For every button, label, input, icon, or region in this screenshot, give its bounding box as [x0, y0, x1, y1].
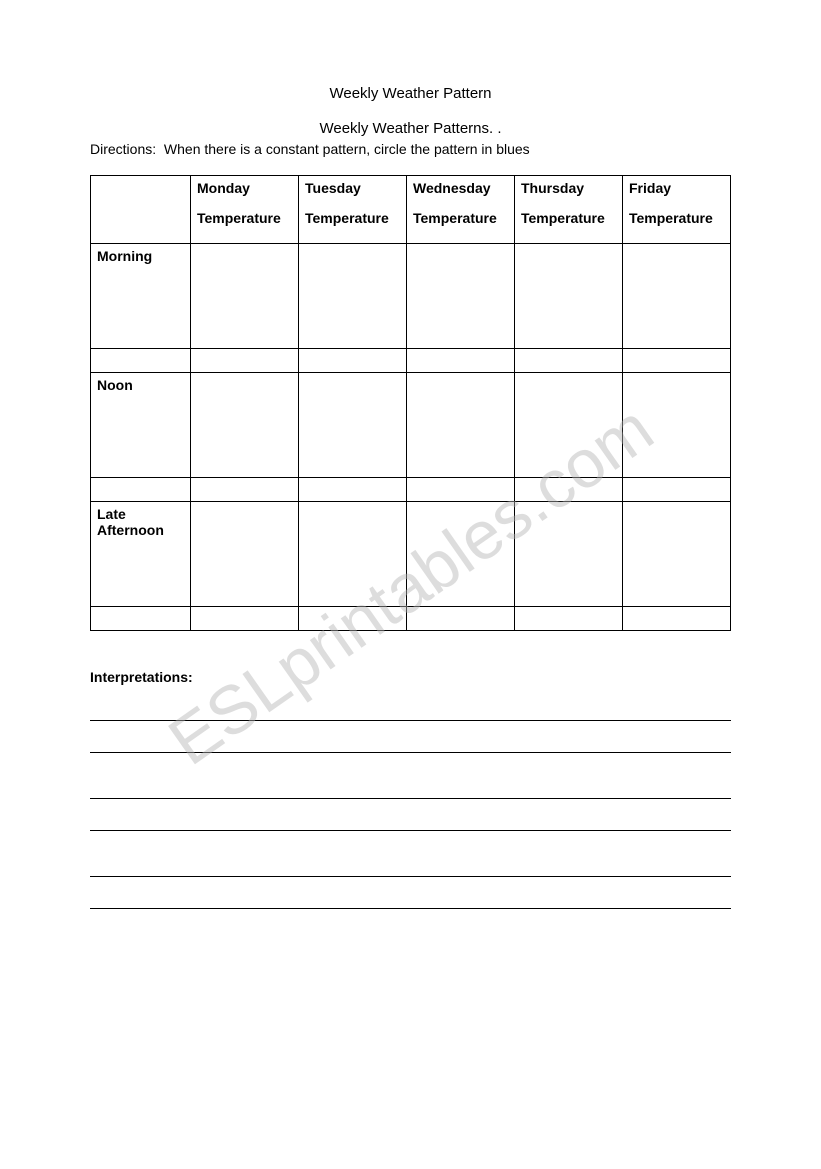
table-cell — [515, 244, 623, 349]
write-line — [90, 845, 731, 877]
temp-label: Temperature — [413, 210, 508, 226]
interpretations-section: Interpretations: — [90, 669, 731, 909]
table-cell — [191, 478, 299, 502]
table-cell — [407, 349, 515, 373]
table-cell — [299, 244, 407, 349]
table-cell — [191, 373, 299, 478]
time-label: Morning — [97, 248, 152, 264]
temp-label: Temperature — [521, 210, 616, 226]
write-line — [90, 689, 731, 721]
write-line — [90, 877, 731, 909]
table-cell — [191, 502, 299, 607]
table-cell — [623, 349, 731, 373]
temp-label: Temperature — [197, 210, 292, 226]
table-cell — [407, 502, 515, 607]
table-header-wednesday: Wednesday Temperature — [407, 176, 515, 244]
day-label: Tuesday — [305, 180, 400, 196]
table-header-monday: Monday Temperature — [191, 176, 299, 244]
table-cell — [515, 373, 623, 478]
day-label: Wednesday — [413, 180, 508, 196]
time-label: Noon — [97, 377, 133, 393]
table-cell — [623, 607, 731, 631]
table-header-row: Monday Temperature Tuesday Temperature W… — [91, 176, 731, 244]
time-cell-noon: Noon — [91, 373, 191, 478]
table-cell — [91, 349, 191, 373]
table-cell — [515, 349, 623, 373]
time-cell-morning: Morning — [91, 244, 191, 349]
page-title-main: Weekly Weather Pattern — [90, 85, 731, 102]
table-cell — [407, 607, 515, 631]
table-cell — [515, 607, 623, 631]
weather-table: Monday Temperature Tuesday Temperature W… — [90, 175, 731, 631]
table-cell — [515, 502, 623, 607]
day-label: Friday — [629, 180, 724, 196]
table-cell — [407, 373, 515, 478]
write-line — [90, 721, 731, 753]
table-cell — [407, 244, 515, 349]
table-cell — [299, 373, 407, 478]
day-label: Monday — [197, 180, 292, 196]
line-gap — [90, 831, 731, 845]
table-cell — [91, 607, 191, 631]
time-cell-late-afternoon: Late Afternoon — [91, 502, 191, 607]
table-row-spacer — [91, 607, 731, 631]
table-header-friday: Friday Temperature — [623, 176, 731, 244]
table-cell — [623, 502, 731, 607]
directions-label: Directions: — [90, 141, 156, 157]
table-cell — [299, 502, 407, 607]
table-cell — [515, 478, 623, 502]
temp-label: Temperature — [629, 210, 724, 226]
table-row-noon: Noon — [91, 373, 731, 478]
time-label: Late Afternoon — [97, 506, 164, 538]
day-label: Thursday — [521, 180, 616, 196]
directions: Directions: When there is a constant pat… — [90, 141, 731, 157]
table-cell — [191, 244, 299, 349]
table-cell — [407, 478, 515, 502]
table-cell — [299, 478, 407, 502]
table-cell — [91, 478, 191, 502]
table-header-blank — [91, 176, 191, 244]
table-cell — [299, 607, 407, 631]
table-header-tuesday: Tuesday Temperature — [299, 176, 407, 244]
table-cell — [191, 349, 299, 373]
write-line — [90, 767, 731, 799]
page-title-sub: Weekly Weather Patterns. . — [90, 120, 731, 137]
table-row-spacer — [91, 478, 731, 502]
directions-text: When there is a constant pattern, circle… — [164, 141, 530, 157]
table-cell — [623, 478, 731, 502]
table-header-thursday: Thursday Temperature — [515, 176, 623, 244]
table-cell — [623, 373, 731, 478]
table-cell — [191, 607, 299, 631]
table-row-late-afternoon: Late Afternoon — [91, 502, 731, 607]
write-line — [90, 799, 731, 831]
interpretations-label: Interpretations: — [90, 669, 731, 685]
temp-label: Temperature — [305, 210, 400, 226]
line-gap — [90, 753, 731, 767]
table-cell — [299, 349, 407, 373]
table-row-morning: Morning — [91, 244, 731, 349]
table-cell — [623, 244, 731, 349]
table-row-spacer — [91, 349, 731, 373]
